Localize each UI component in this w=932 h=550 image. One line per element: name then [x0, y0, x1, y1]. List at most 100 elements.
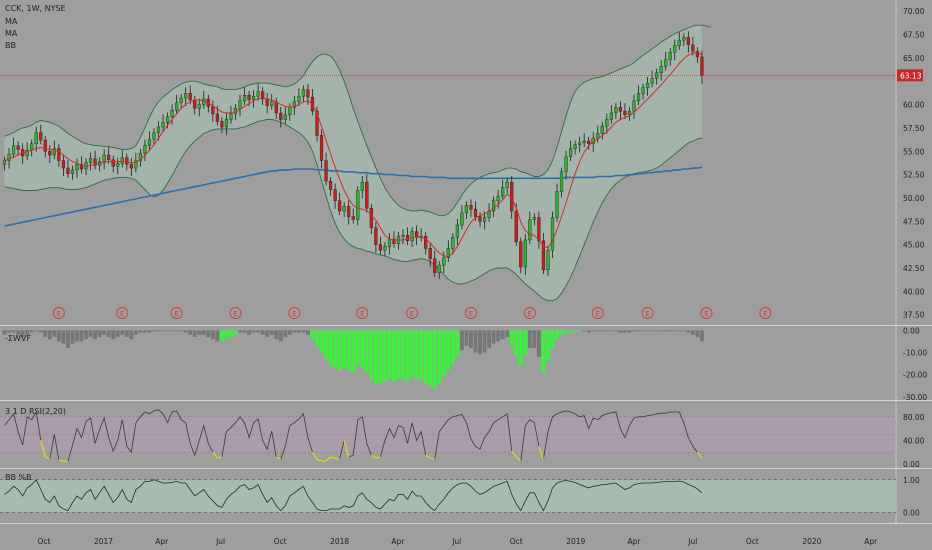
candle-body [673, 45, 677, 53]
wvf-bar [283, 330, 288, 337]
price-axis-tick: 55.00 [903, 147, 925, 156]
candle-body [505, 181, 509, 188]
earnings-marker: E [288, 307, 301, 319]
earnings-letter: E [120, 310, 124, 318]
candle-body [578, 142, 582, 145]
wvf-bar [29, 330, 34, 333]
study-label-ma-fast[interactable]: MA [5, 17, 18, 26]
candle-body [75, 164, 79, 171]
bbpct-line [4, 479, 703, 512]
wvf-bar [342, 330, 347, 368]
wvf-bar [437, 330, 442, 384]
bollinger-upper [4, 24, 712, 217]
earnings-marker: E [52, 307, 65, 319]
candle-body [347, 206, 351, 217]
candle-body [215, 113, 219, 122]
candle-body [179, 97, 183, 103]
wvf-bar [392, 330, 396, 382]
candle-body [229, 113, 233, 120]
candle-body [623, 110, 627, 116]
wvf-bar [668, 330, 673, 332]
candle-body [283, 114, 287, 120]
candle-body [34, 132, 38, 144]
rsi-oversold-segment [45, 456, 51, 460]
candle [61, 154, 66, 177]
wvf-bar [690, 330, 695, 335]
candle [360, 176, 364, 199]
rsi-panel-label[interactable]: 3 1 D RSI(2,20) [5, 407, 67, 416]
candle-body [596, 133, 600, 139]
candle-body [605, 119, 609, 127]
candle-body [433, 258, 437, 273]
study-label-ma-slow[interactable]: MA [5, 29, 18, 38]
time-axis-tick: Apr [391, 537, 405, 546]
candle-body [79, 164, 84, 170]
wvf-bar [609, 330, 614, 332]
study-label-bollinger[interactable]: BB [5, 41, 16, 50]
candle [528, 211, 532, 245]
earnings-marker: E [759, 307, 772, 319]
candle-body [188, 93, 192, 101]
wvf-bar [505, 330, 510, 337]
rsi-oversold-segment [515, 456, 522, 462]
wvf-bar [315, 330, 319, 346]
candle-body [559, 171, 564, 192]
wvf-bar [351, 330, 356, 373]
wvf-bar [133, 330, 138, 335]
candle-body [152, 132, 156, 140]
candle [378, 236, 382, 255]
candle-body [292, 101, 296, 108]
wvf-bar [482, 330, 487, 353]
candle-body [641, 87, 645, 94]
candle-body [57, 148, 61, 161]
candle-body [211, 106, 215, 115]
wvf-bar [147, 330, 152, 333]
candle [555, 183, 559, 222]
price-axis-tick: 65.00 [903, 54, 925, 63]
wvf-bar [219, 330, 224, 342]
candle-body [555, 191, 559, 218]
candle-body [333, 189, 337, 201]
candle [369, 204, 373, 234]
rsi-oversold-segment [371, 454, 377, 459]
candle-body [2, 160, 7, 165]
candle-body [378, 244, 382, 251]
wvf-bar [432, 330, 437, 388]
wvf-bar [459, 330, 464, 351]
candle [578, 136, 582, 153]
candle [170, 104, 174, 125]
candle [188, 85, 192, 105]
candle-body [668, 52, 672, 60]
wvf-bar [197, 330, 202, 335]
wvf-panel-label[interactable]: -ΣWVF [5, 334, 31, 343]
candle [261, 87, 265, 106]
candle-body [288, 107, 292, 116]
candle-body [193, 99, 197, 109]
candle-body [328, 180, 333, 190]
wvf-bar [265, 330, 270, 337]
wvf-bar [301, 330, 306, 333]
candle [664, 51, 668, 71]
candle [686, 31, 690, 53]
time-axis-tick: Jul [687, 537, 697, 546]
candle-body [274, 101, 278, 114]
candle [700, 50, 704, 84]
candle [297, 88, 301, 106]
wvf-bar [152, 330, 156, 332]
bbpct-panel-label[interactable]: BB %B [5, 473, 32, 482]
candle [279, 106, 283, 128]
wvf-bar [586, 330, 591, 333]
wvf-bar [686, 330, 691, 333]
wvf-bar [70, 330, 75, 344]
candle-body [52, 148, 56, 156]
price-axis-tick: 37.50 [903, 311, 925, 320]
earnings-circle [523, 307, 536, 319]
wvf-bar [491, 330, 496, 344]
candle-body [342, 206, 346, 212]
candle-body [261, 91, 265, 100]
earnings-circle [465, 307, 477, 319]
wvf-bar [450, 330, 455, 364]
candle [184, 87, 188, 106]
candle [333, 183, 337, 209]
candle-body [242, 95, 247, 102]
